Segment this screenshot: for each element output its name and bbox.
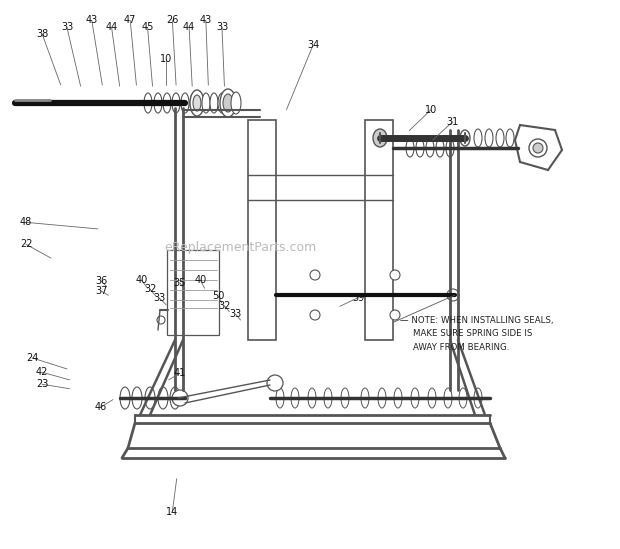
Circle shape <box>172 390 188 406</box>
Text: 14: 14 <box>166 507 179 517</box>
Ellipse shape <box>170 387 180 409</box>
Ellipse shape <box>361 388 369 408</box>
Ellipse shape <box>120 387 130 409</box>
Text: 23: 23 <box>36 379 48 389</box>
Bar <box>167 250 219 335</box>
Text: 34: 34 <box>307 40 319 50</box>
Ellipse shape <box>533 143 543 153</box>
Text: 31: 31 <box>446 117 459 127</box>
Ellipse shape <box>163 93 171 113</box>
Ellipse shape <box>190 93 198 113</box>
Ellipse shape <box>474 388 482 408</box>
Text: 32: 32 <box>144 284 156 294</box>
Circle shape <box>390 310 400 320</box>
Ellipse shape <box>218 93 226 113</box>
Ellipse shape <box>460 130 470 146</box>
Text: MAKE SURE SPRING SIDE IS: MAKE SURE SPRING SIDE IS <box>413 329 533 339</box>
Text: 44: 44 <box>105 23 118 32</box>
Text: 39: 39 <box>352 293 365 302</box>
Ellipse shape <box>324 388 332 408</box>
Text: 40: 40 <box>135 275 148 285</box>
Ellipse shape <box>145 387 155 409</box>
Ellipse shape <box>341 388 349 408</box>
Text: 37: 37 <box>95 286 107 296</box>
Ellipse shape <box>426 139 434 157</box>
Bar <box>365 120 393 340</box>
Ellipse shape <box>193 95 201 111</box>
Ellipse shape <box>132 387 142 409</box>
Ellipse shape <box>394 388 402 408</box>
Text: 22: 22 <box>20 239 32 249</box>
Circle shape <box>157 316 165 324</box>
Text: 48: 48 <box>20 217 32 227</box>
Text: eReplacementParts.com: eReplacementParts.com <box>164 242 316 255</box>
Text: 10: 10 <box>425 105 437 115</box>
Text: 10: 10 <box>160 54 172 64</box>
Ellipse shape <box>416 139 424 157</box>
Ellipse shape <box>144 93 152 113</box>
Circle shape <box>390 270 400 280</box>
Text: — NOTE: WHEN INSTALLING SEALS,: — NOTE: WHEN INSTALLING SEALS, <box>400 316 554 324</box>
Circle shape <box>310 270 320 280</box>
Text: 33: 33 <box>153 293 166 303</box>
Text: 42: 42 <box>36 367 48 377</box>
Ellipse shape <box>529 139 547 157</box>
Text: 33: 33 <box>216 23 228 32</box>
Text: 46: 46 <box>94 402 107 412</box>
Text: 35: 35 <box>174 278 186 288</box>
Text: 43: 43 <box>86 15 98 25</box>
Text: AWAY FROM BEARING.: AWAY FROM BEARING. <box>413 343 510 351</box>
Circle shape <box>447 289 459 301</box>
Text: 24: 24 <box>26 353 38 363</box>
Ellipse shape <box>436 139 444 157</box>
Ellipse shape <box>172 93 180 113</box>
Ellipse shape <box>202 93 210 113</box>
Ellipse shape <box>411 388 419 408</box>
Text: 45: 45 <box>141 23 154 32</box>
Text: 43: 43 <box>200 15 212 25</box>
Circle shape <box>310 310 320 320</box>
Ellipse shape <box>154 93 162 113</box>
Text: 33: 33 <box>229 309 242 319</box>
Ellipse shape <box>459 388 467 408</box>
Ellipse shape <box>378 388 386 408</box>
Ellipse shape <box>446 139 454 157</box>
Ellipse shape <box>406 139 414 157</box>
Ellipse shape <box>223 94 233 112</box>
Text: 50: 50 <box>212 292 224 301</box>
Ellipse shape <box>308 388 316 408</box>
Text: 36: 36 <box>95 276 107 286</box>
Ellipse shape <box>506 129 514 147</box>
Text: 38: 38 <box>36 29 48 39</box>
Text: 33: 33 <box>61 23 73 32</box>
Ellipse shape <box>181 93 189 113</box>
Ellipse shape <box>444 388 452 408</box>
Ellipse shape <box>496 129 504 147</box>
Ellipse shape <box>231 92 241 114</box>
Text: 44: 44 <box>183 23 195 32</box>
Ellipse shape <box>373 129 387 147</box>
Ellipse shape <box>190 90 204 116</box>
Text: 26: 26 <box>166 15 179 25</box>
Bar <box>248 120 276 340</box>
Ellipse shape <box>485 129 493 147</box>
Ellipse shape <box>220 89 236 117</box>
Ellipse shape <box>158 387 168 409</box>
Text: 47: 47 <box>124 15 136 25</box>
Ellipse shape <box>474 129 482 147</box>
Ellipse shape <box>276 388 284 408</box>
Ellipse shape <box>291 388 299 408</box>
Text: 32: 32 <box>218 301 231 311</box>
Text: 40: 40 <box>194 275 206 285</box>
Ellipse shape <box>210 93 218 113</box>
Circle shape <box>267 375 283 391</box>
Text: 41: 41 <box>174 368 186 378</box>
Ellipse shape <box>428 388 436 408</box>
